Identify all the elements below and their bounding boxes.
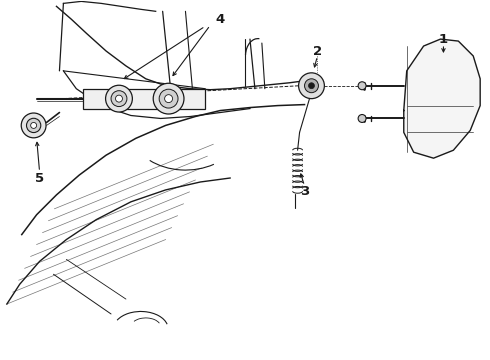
Circle shape [116,95,122,102]
Circle shape [298,73,324,99]
Circle shape [305,79,318,93]
Text: 2: 2 [313,45,322,58]
Circle shape [165,95,172,103]
Polygon shape [404,39,480,158]
Circle shape [358,82,366,90]
Circle shape [26,118,41,132]
Circle shape [105,85,132,112]
Circle shape [153,83,184,114]
Circle shape [159,89,178,108]
Circle shape [21,113,46,138]
Text: 1: 1 [439,33,448,46]
Bar [83,89,205,109]
Circle shape [358,114,366,122]
Text: 4: 4 [216,13,225,26]
Circle shape [111,91,127,107]
Circle shape [309,83,315,89]
Text: 5: 5 [35,171,44,185]
Text: 3: 3 [300,185,309,198]
Circle shape [31,122,37,129]
